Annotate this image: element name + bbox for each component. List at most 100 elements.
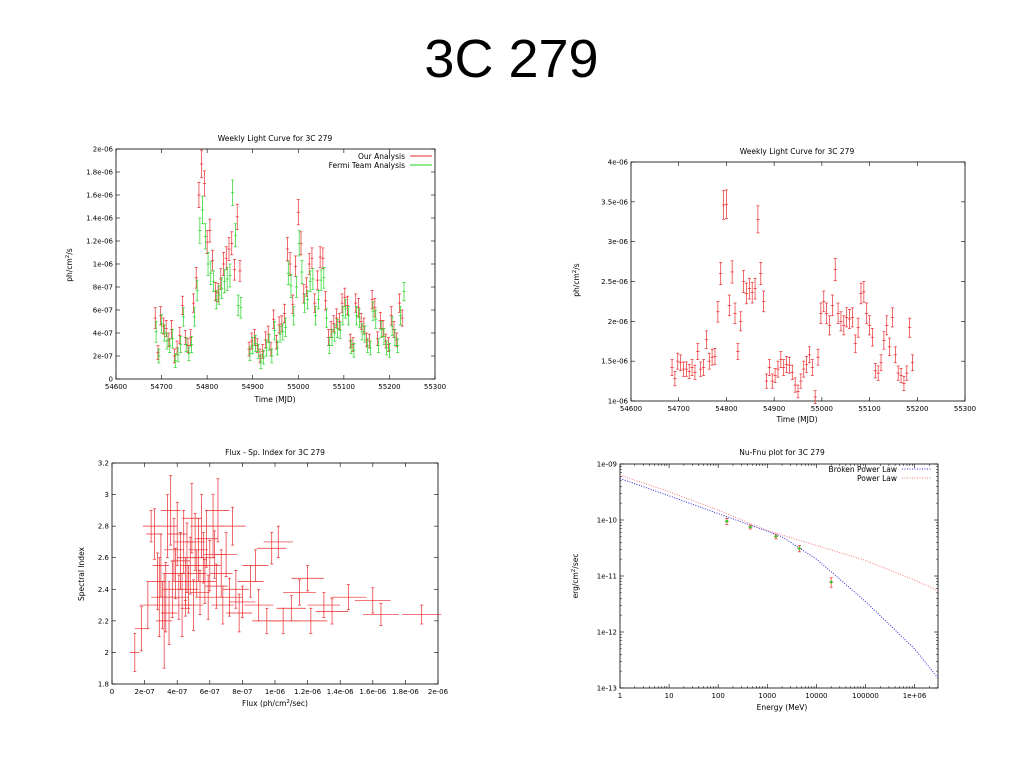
data-point — [311, 268, 315, 290]
data-point — [248, 346, 252, 361]
data-marker — [749, 525, 752, 529]
y-tick-label: 1e-09 — [597, 461, 617, 469]
data-point — [316, 290, 320, 310]
data-point — [776, 360, 780, 378]
data-point — [219, 268, 223, 290]
data-point — [321, 247, 325, 269]
x-tick-label: 10 — [665, 692, 674, 700]
data-point — [227, 237, 231, 261]
y-tick-label: 1.4e-06 — [86, 215, 113, 223]
data-point — [887, 337, 892, 356]
data-point — [304, 277, 309, 297]
y-tick-label: 2e-07 — [93, 353, 113, 361]
data-point — [833, 258, 837, 282]
data-point — [899, 367, 903, 384]
data-point — [827, 315, 832, 336]
data-point — [330, 329, 334, 346]
data-point — [893, 346, 898, 364]
data-point — [198, 539, 222, 592]
series-line — [619, 478, 939, 679]
legend-label-fermi-team: Fermi Team Analysis — [329, 161, 405, 170]
x-axis-label: Energy (MeV) — [757, 703, 808, 712]
data-marker — [829, 580, 833, 584]
data-point — [214, 290, 218, 310]
data-point — [242, 549, 269, 582]
x-tick-label: 1e-06 — [265, 688, 286, 696]
data-point — [156, 573, 173, 669]
plot-frame — [630, 161, 966, 402]
data-point — [876, 365, 880, 381]
y-tick-label: 2e-06 — [93, 146, 114, 154]
data-point — [251, 337, 255, 355]
data-point — [296, 199, 300, 226]
x-axis-label: Time (MJD) — [775, 415, 817, 424]
data-point — [819, 302, 823, 325]
x-tick-label: 1.6e-06 — [359, 688, 386, 696]
x-tick-label: 1 — [618, 692, 622, 700]
data-point — [228, 263, 232, 288]
x-axis-label: Flux (ph/cm2/sec) — [242, 699, 308, 708]
x-tick-label: 55200 — [378, 383, 400, 391]
data-point — [905, 365, 909, 381]
data-point — [853, 334, 857, 353]
data-point — [165, 332, 169, 350]
x-tick-label: 54900 — [242, 383, 264, 391]
y-tick-label: 4e-06 — [608, 159, 629, 167]
x-tick-label: 54800 — [196, 383, 218, 391]
x-tick-label: 55200 — [906, 405, 928, 413]
y-tick-label: 1e-13 — [597, 685, 617, 693]
data-point — [756, 205, 760, 234]
data-point — [173, 353, 177, 368]
legend-label-broken-power-law: Broken Power Law — [829, 465, 897, 474]
data-point — [256, 344, 260, 359]
data-point — [226, 593, 253, 633]
data-point — [764, 373, 769, 389]
data-point — [257, 532, 287, 565]
data-point — [220, 277, 224, 299]
x-tick-label: 1000 — [758, 692, 776, 700]
data-point — [870, 328, 875, 347]
data-point — [211, 270, 216, 292]
y-tick-label: 1e-12 — [597, 629, 617, 637]
x-tick-label: 2e-07 — [134, 688, 154, 696]
data-point — [184, 337, 188, 352]
x-tick-label: 55000 — [287, 383, 309, 391]
data-point — [209, 261, 213, 286]
data-point — [219, 506, 246, 546]
data-point — [387, 343, 392, 358]
data-point — [402, 282, 406, 302]
data-point — [890, 307, 895, 328]
x-tick-label: 54800 — [715, 405, 737, 413]
x-tick-label: 54600 — [620, 405, 642, 413]
data-point — [231, 179, 235, 206]
legend-label-our-analysis: Our Analysis — [358, 152, 405, 161]
y-tick-label: 1e-06 — [608, 398, 629, 406]
data-point — [710, 348, 714, 366]
data-point — [170, 329, 175, 349]
data-point — [192, 307, 196, 327]
data-point — [727, 294, 731, 317]
data-point — [186, 338, 190, 353]
data-point — [393, 329, 397, 346]
data-point — [719, 262, 723, 286]
y-tick-label: 2.8 — [98, 523, 109, 531]
data-point — [293, 255, 298, 277]
data-point — [217, 285, 221, 305]
data-point — [224, 246, 228, 271]
data-point — [673, 371, 677, 387]
data-point — [300, 260, 304, 284]
x-axis-label: Time (MJD) — [253, 395, 295, 404]
data-point — [162, 324, 166, 342]
slide-title: 3C 279 — [424, 29, 599, 89]
data-point — [698, 361, 703, 377]
data-point — [151, 557, 168, 637]
data-point — [216, 577, 243, 617]
data-point — [730, 260, 734, 284]
x-tick-label: 1.2e-06 — [294, 688, 321, 696]
data-point — [268, 607, 298, 634]
data-point — [396, 338, 400, 353]
data-series — [724, 518, 834, 588]
data-point — [190, 569, 210, 615]
data-point — [319, 269, 323, 291]
data-marker — [774, 535, 778, 538]
